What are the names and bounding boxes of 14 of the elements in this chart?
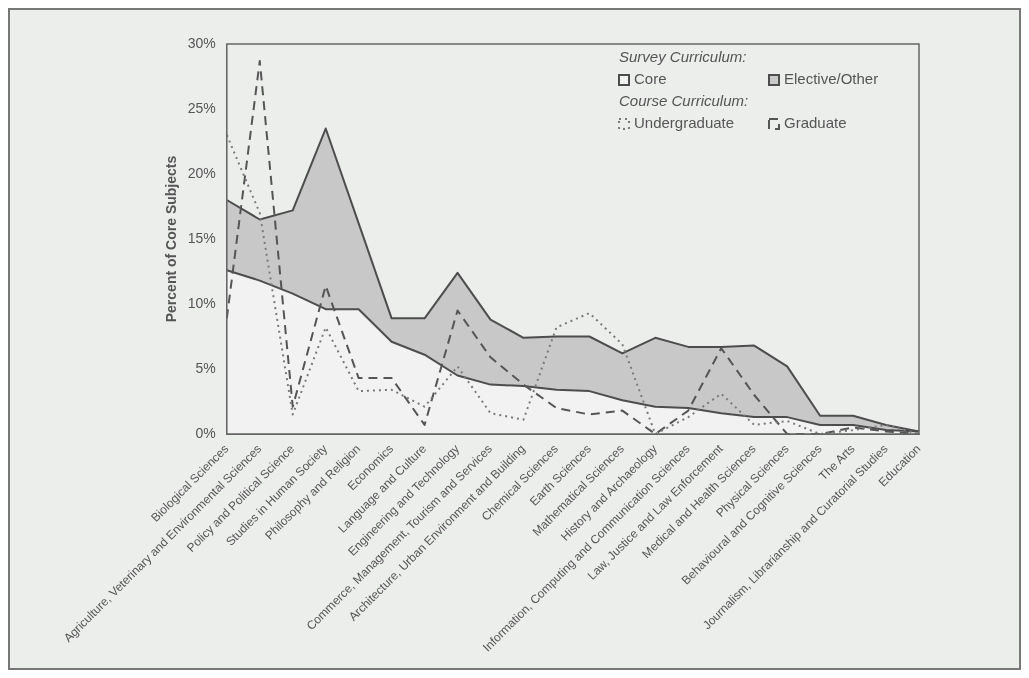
y-tick-label: 10% [187,294,216,311]
y-tick-label: 20% [187,164,216,181]
legend-label: Core [634,70,667,88]
y-tick-label: 5% [195,359,216,376]
annotation: Course Curriculum: [619,92,749,110]
y-tick-label: 25% [187,99,216,116]
y-axis-title: Percent of Core Subjects [163,155,180,323]
y-tick-label: 15% [187,229,216,246]
y-tick-label: 30% [187,34,216,51]
legend-label: Elective/Other [784,70,879,88]
legend-label: Graduate [784,114,847,132]
legend-label: Undergraduate [634,114,735,132]
y-tick-label: 0% [195,424,216,441]
legend-title: Survey Curriculum: [619,48,747,66]
